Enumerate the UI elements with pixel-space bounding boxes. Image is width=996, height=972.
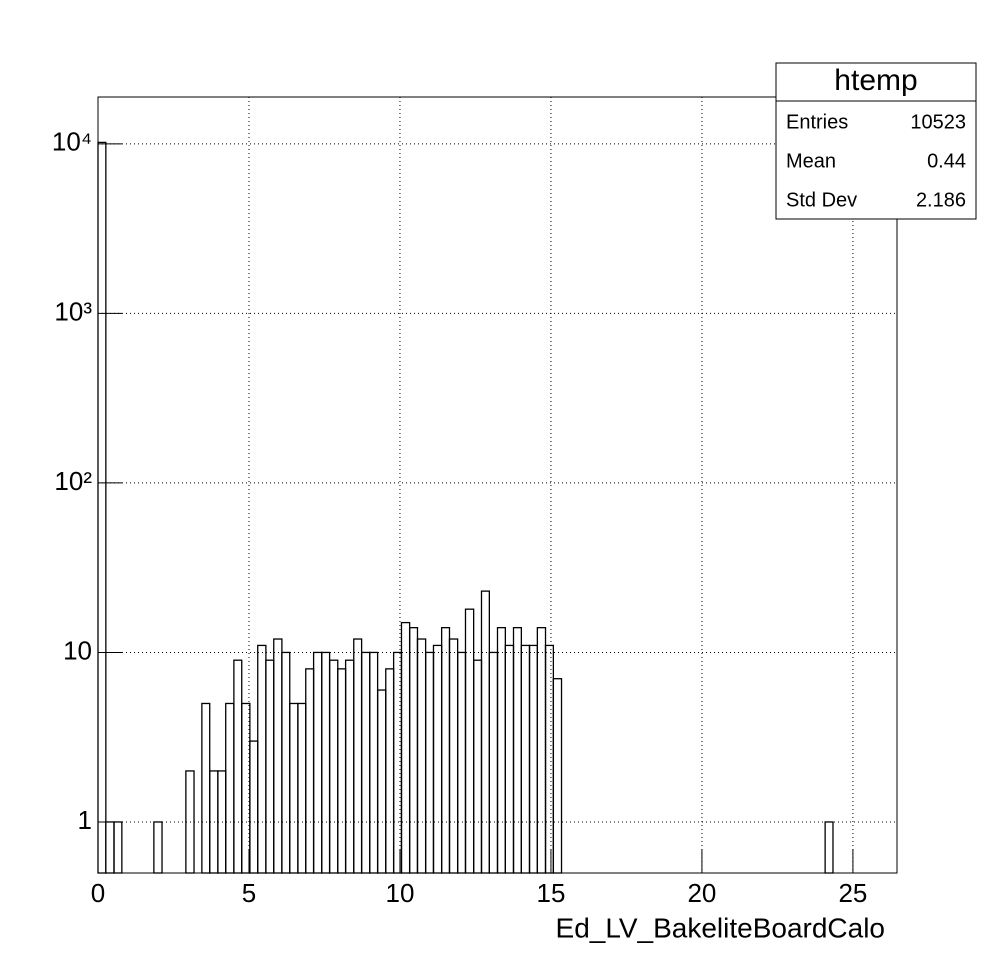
y-tick-label: 10³ (54, 296, 92, 326)
stats-value: 0.44 (927, 150, 966, 172)
x-tick-label: 5 (242, 878, 256, 908)
y-tick-label: 10⁴ (52, 127, 92, 157)
stats-label: Std Dev (786, 189, 857, 211)
x-tick-label: 0 (91, 878, 105, 908)
y-tick-label: 10 (63, 635, 92, 665)
x-tick-label: 20 (687, 878, 716, 908)
stats-box (775, 62, 977, 220)
plot-frame (97, 96, 898, 874)
y-tick-label: 10² (54, 466, 92, 496)
stats-title: htemp (834, 64, 917, 97)
x-tick-label: 10 (386, 878, 415, 908)
stats-value: 2.186 (916, 189, 966, 211)
stats-label: Entries (786, 111, 848, 133)
stats-label: Mean (786, 150, 836, 172)
x-tick-label: 15 (536, 878, 565, 908)
stats-value: 10523 (910, 111, 966, 133)
x-tick-label: 25 (838, 878, 867, 908)
y-tick-label: 1 (78, 805, 92, 835)
x-axis-label: Ed_LV_BakeliteBoardCalo (556, 912, 885, 943)
